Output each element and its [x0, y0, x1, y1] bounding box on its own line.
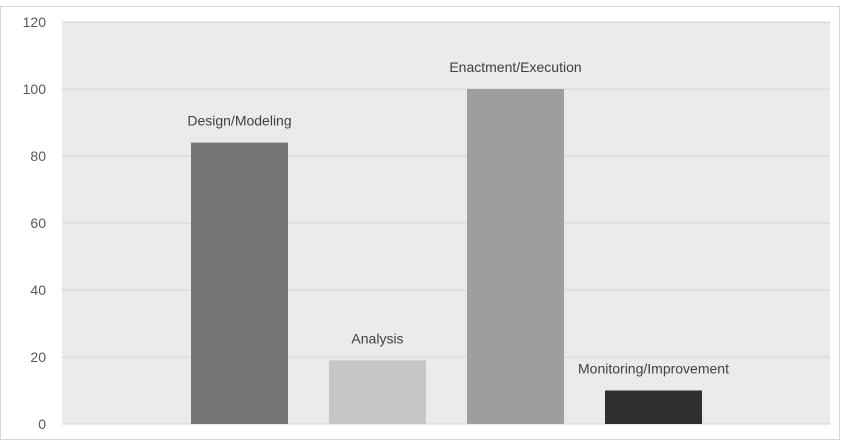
bars — [191, 89, 702, 424]
y-tick-label: 100 — [23, 81, 47, 97]
y-tick-label: 20 — [30, 349, 46, 365]
data-label: Enactment/Execution — [449, 59, 581, 75]
bar-monitoring-improvement — [605, 390, 702, 424]
y-tick-label: 80 — [30, 148, 46, 164]
y-axis-tick-labels: 0 20 40 60 80 100 120 — [23, 14, 47, 432]
data-label: Monitoring/Improvement — [578, 361, 729, 377]
bar-enactment-execution — [467, 89, 564, 424]
y-tick-label: 60 — [30, 215, 46, 231]
data-labels: Design/Modeling Analysis Enactment/Executi… — [187, 59, 729, 377]
bar-design-modeling — [191, 142, 288, 424]
y-tick-label: 40 — [30, 282, 46, 298]
bar-analysis — [329, 360, 426, 424]
data-label: Design/Modeling — [187, 113, 291, 129]
gridlines — [62, 21, 830, 425]
y-tick-label: 120 — [23, 14, 47, 30]
data-label: Analysis — [351, 330, 403, 346]
y-tick-label: 0 — [38, 416, 46, 432]
